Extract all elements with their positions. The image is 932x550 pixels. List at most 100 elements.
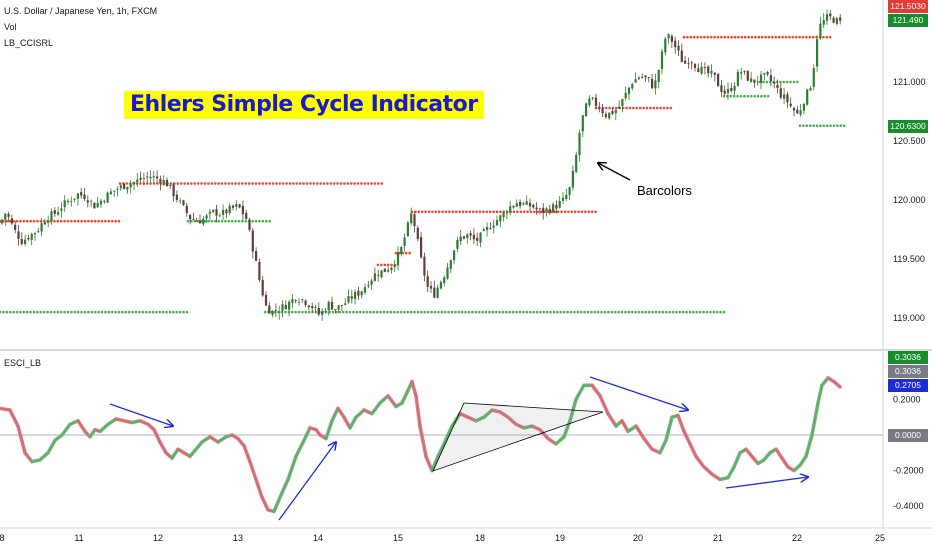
level-dot [139,182,142,185]
level-dot [46,310,49,314]
level-dot [254,182,258,185]
candle-body [542,207,545,213]
level-dot [268,219,271,223]
level-dot [338,310,342,314]
candle-body [680,50,683,63]
candle-body [10,218,13,224]
candle-body [545,208,548,212]
level-dot [73,219,77,223]
candle-body [776,85,779,88]
candle-body [657,70,660,82]
candle-body [360,291,363,296]
level-dot [268,182,271,185]
level-dot [144,310,148,314]
level-dot [775,80,779,84]
level-dot [32,310,36,314]
candle-body [591,97,594,99]
osc-tick-label: 0.2000 [893,394,921,404]
level-dot [749,94,753,98]
candle-body [624,92,627,99]
level-dot [278,182,282,185]
osc-thin-line [255,479,263,498]
level-dot [404,251,408,255]
level-dot [560,210,563,214]
osc-thin-line [54,434,63,441]
level-dot [482,210,485,214]
candle-body [429,285,433,289]
candle-body [245,212,248,219]
candle-body [723,90,726,94]
level-dot [732,94,736,98]
level-dot [244,219,248,223]
level-dot [66,219,70,223]
level-dot [297,310,301,314]
level-dot [59,310,63,314]
osc-thin-line [677,415,685,432]
osc-thin-line [711,473,721,480]
candle-body [99,200,103,205]
level-dot [315,182,319,185]
osc-thin-line [315,429,321,436]
candle-body [532,204,535,208]
candle-body [314,307,317,308]
level-dot [389,310,393,314]
divergence-arrow [589,376,688,410]
candle-body [423,256,426,276]
candle-body [816,39,819,67]
candle-body [66,201,70,202]
osc-thin-line [727,466,735,478]
level-dot [53,219,56,223]
candle-body [195,220,198,222]
level-dot [375,310,379,314]
candle-body [149,177,152,179]
candle-body [76,193,79,199]
candle-body [548,209,551,213]
level-dot [743,94,746,98]
level-dot [635,106,639,110]
osc-thin-line [47,440,56,453]
divergence-arrow [109,403,173,426]
price-tick-label: 119.500 [893,254,925,264]
level-dot [220,219,224,223]
level-dot [32,219,36,223]
candle-body [83,194,86,200]
level-dot [0,310,2,314]
osc-thin-line [833,381,841,388]
candle-body [528,202,532,207]
level-dot [784,35,788,39]
candle-body [779,88,782,98]
level-dot [376,263,380,267]
level-dot [624,310,627,314]
level-dot [251,219,254,223]
time-tick-label: 21 [713,533,723,543]
candle-body [829,13,832,17]
osc-thin-line [615,420,623,427]
level-dot [210,182,214,185]
osc-thin-line [547,438,557,445]
osc-thin-line [217,436,227,443]
time-tick-label: 8 [0,533,5,543]
level-dot [258,219,261,223]
level-dot [380,182,384,185]
osc-thin-line [607,413,617,427]
level-dot [284,310,287,314]
osc-thin-line [769,448,777,454]
level-dot [788,35,791,39]
candle-body [228,205,231,213]
candle-body [413,214,416,226]
osc-thin-line [243,445,251,462]
osc-tick-label: -0.4000 [893,501,924,511]
candle-body [189,214,192,220]
level-dot [638,106,642,110]
level-dot [779,80,782,84]
osc-thin-line [209,436,219,443]
candle-body [40,223,43,232]
osc-thin-line [515,423,525,429]
candle-body [109,191,112,195]
candle-body [347,296,350,303]
candle-body [687,63,690,65]
level-dot [12,310,15,314]
level-dot [288,182,292,185]
level-dot [90,219,94,223]
